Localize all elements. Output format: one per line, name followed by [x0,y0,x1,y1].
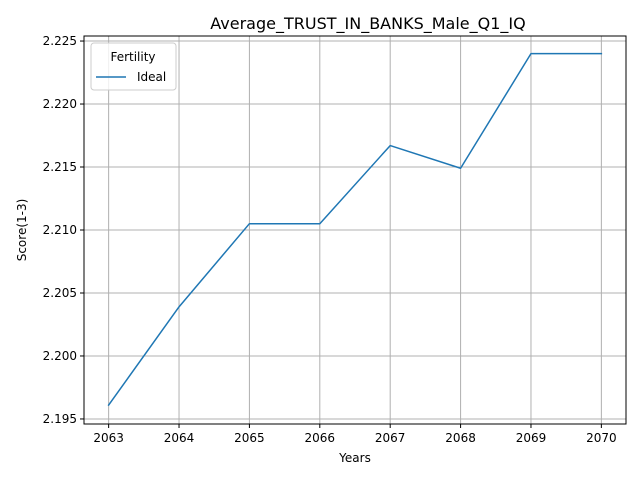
chart-title: Average_TRUST_IN_BANKS_Male_Q1_IQ [210,14,525,34]
legend-title: Fertility [110,50,155,64]
series-layer [107,52,603,407]
y-tick-label: 2.200 [43,349,77,363]
legend-label-ideal: Ideal [137,70,166,84]
x-axis-label: Years [338,451,371,465]
y-tick-label: 2.220 [43,97,77,111]
x-axis-ticks: 2063 2064 2065 2066 2067 2068 2069 2070 [93,424,617,445]
x-tick-label: 2065 [234,431,265,445]
y-tick-label: 2.225 [43,34,77,48]
y-axis-label: Score(1-3) [15,199,29,262]
series-line-ideal [107,52,603,407]
grid [84,36,626,424]
x-tick-label: 2064 [164,431,195,445]
x-tick-label: 2067 [375,431,406,445]
x-tick-label: 2070 [586,431,617,445]
legend: Fertility Ideal [90,42,177,91]
y-tick-label: 2.205 [43,286,77,300]
x-tick-label: 2068 [445,431,476,445]
y-tick-label: 2.210 [43,223,77,237]
x-tick-label: 2063 [93,431,124,445]
x-tick-label: 2066 [305,431,336,445]
y-axis-ticks: 2.195 2.200 2.205 2.210 2.215 2.220 2.225 [43,34,84,426]
x-tick-label: 2069 [516,431,547,445]
y-tick-label: 2.215 [43,160,77,174]
y-tick-label: 2.195 [43,412,77,426]
legend-box [90,42,177,91]
